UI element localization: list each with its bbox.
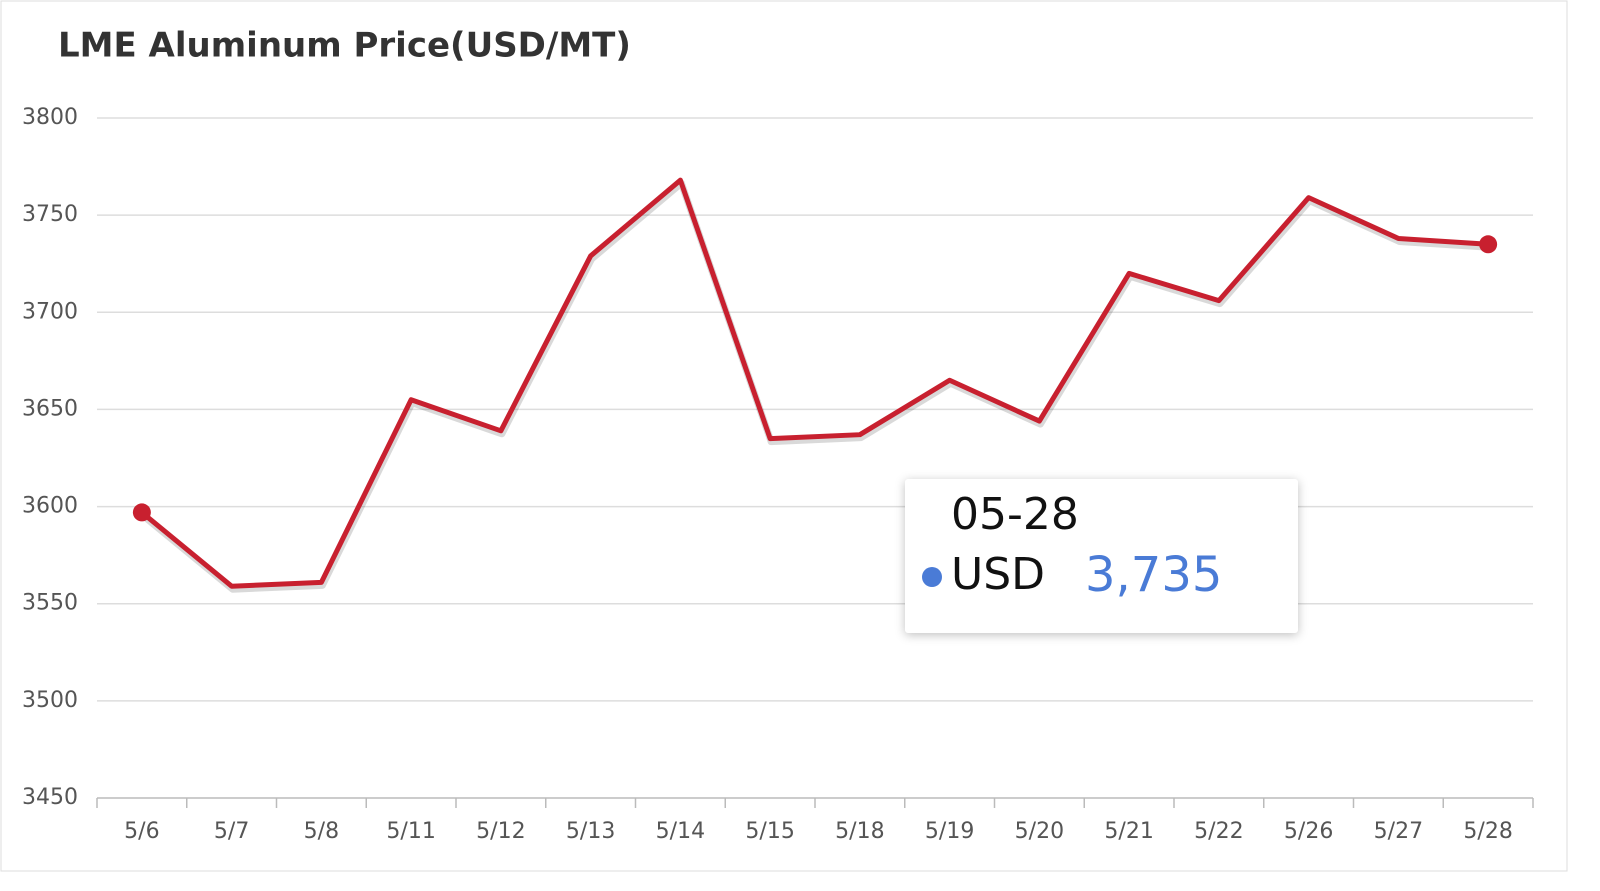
x-tick-label: 5/14 (656, 819, 705, 844)
tooltip-dot (922, 567, 942, 587)
x-tick-label: 5/15 (745, 819, 794, 844)
x-tick-label: 5/8 (304, 819, 339, 844)
x-tick-label: 5/13 (566, 819, 615, 844)
y-tick-label: 3700 (22, 299, 78, 324)
frame (0, 0, 1568, 872)
x-tick-label: 5/21 (1104, 819, 1153, 844)
x-tick-label: 5/26 (1284, 819, 1333, 844)
highlight-marker (1479, 235, 1498, 254)
x-tick-label: 5/27 (1374, 819, 1423, 844)
x-tick-label: 5/20 (1015, 819, 1064, 844)
x-tick-label: 5/18 (835, 819, 884, 844)
series-line (140, 177, 1489, 589)
tooltip: 05-28 USD 3,735 (905, 479, 1298, 633)
x-tick-label: 5/28 (1463, 819, 1512, 844)
x-tick-label: 5/7 (214, 819, 249, 844)
y-tick-label: 3800 (22, 105, 78, 130)
y-tick-label: 3500 (22, 688, 78, 713)
y-tick-label: 3450 (22, 785, 78, 810)
y-tick-label: 3750 (22, 202, 78, 227)
y-tick-label: 3650 (22, 396, 78, 421)
tooltip-value: 3,735 (1085, 547, 1223, 603)
x-tick-label: 5/22 (1194, 819, 1243, 844)
tooltip-title: 05-28 (951, 489, 1079, 540)
x-tick-label: 5/19 (925, 819, 974, 844)
y-tick-label: 3600 (22, 494, 78, 519)
chart-title: LME Aluminum Price(USD/MT) (58, 26, 631, 66)
end-marker (132, 503, 151, 522)
x-tick-label: 5/6 (124, 819, 159, 844)
tooltip-series: USD (951, 549, 1046, 600)
x-tick-label: 5/11 (386, 819, 435, 844)
y-tick-label: 3550 (22, 591, 78, 616)
x-tick-label: 5/12 (476, 819, 525, 844)
